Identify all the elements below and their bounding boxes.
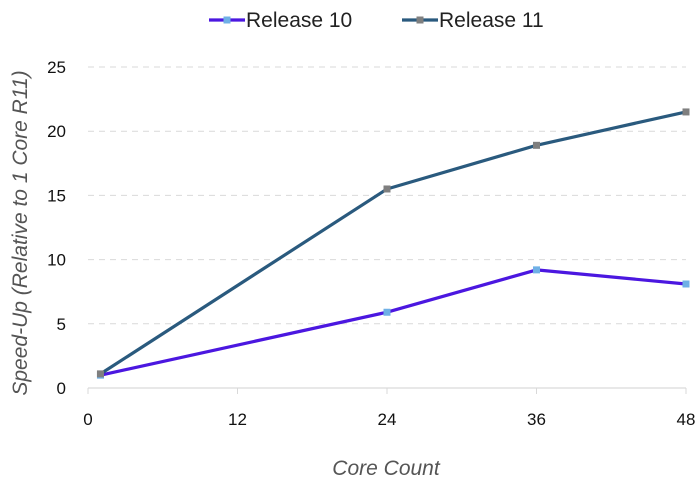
series-line-1 [100,268,687,377]
y-tick-label: 20 [47,122,66,141]
series-line-2 [99,110,687,376]
x-tick-label: 12 [228,410,247,429]
legend-label: Release 11 [439,9,544,32]
legend-label: Release 10 [246,9,352,32]
y-tick-labels: 0 5 10 15 20 25 [47,58,66,398]
y-tick-label: 25 [47,58,66,77]
gridlines [88,66,686,325]
data-point-marker [533,141,540,149]
legend-swatch-marker [223,16,231,24]
data-point-marker [682,108,690,116]
y-tick-label: 0 [57,379,66,398]
x-tick-labels: 0 12 24 36 48 [83,410,695,429]
data-point-marker [383,185,391,193]
data-point-marker [383,308,391,316]
axes [87,387,687,394]
legend-swatch-marker [416,16,424,24]
data-point-marker [682,280,690,288]
y-axis-title: Speed-Up (Relative to 1 Core R11) [9,70,32,395]
x-tick-label: 36 [527,410,546,429]
x-tick-label: 48 [677,410,696,429]
data-point-marker [96,370,104,378]
series-group [96,108,690,379]
y-tick-label: 10 [47,251,66,270]
x-tick-label: 24 [378,410,397,429]
x-tick-label: 0 [83,410,92,429]
x-axis-title: Core Count [332,457,441,480]
legend: Release 10 Release 11 [209,9,544,32]
y-tick-label: 5 [57,315,66,334]
y-tick-label: 15 [47,186,66,205]
data-point-marker [533,266,540,274]
